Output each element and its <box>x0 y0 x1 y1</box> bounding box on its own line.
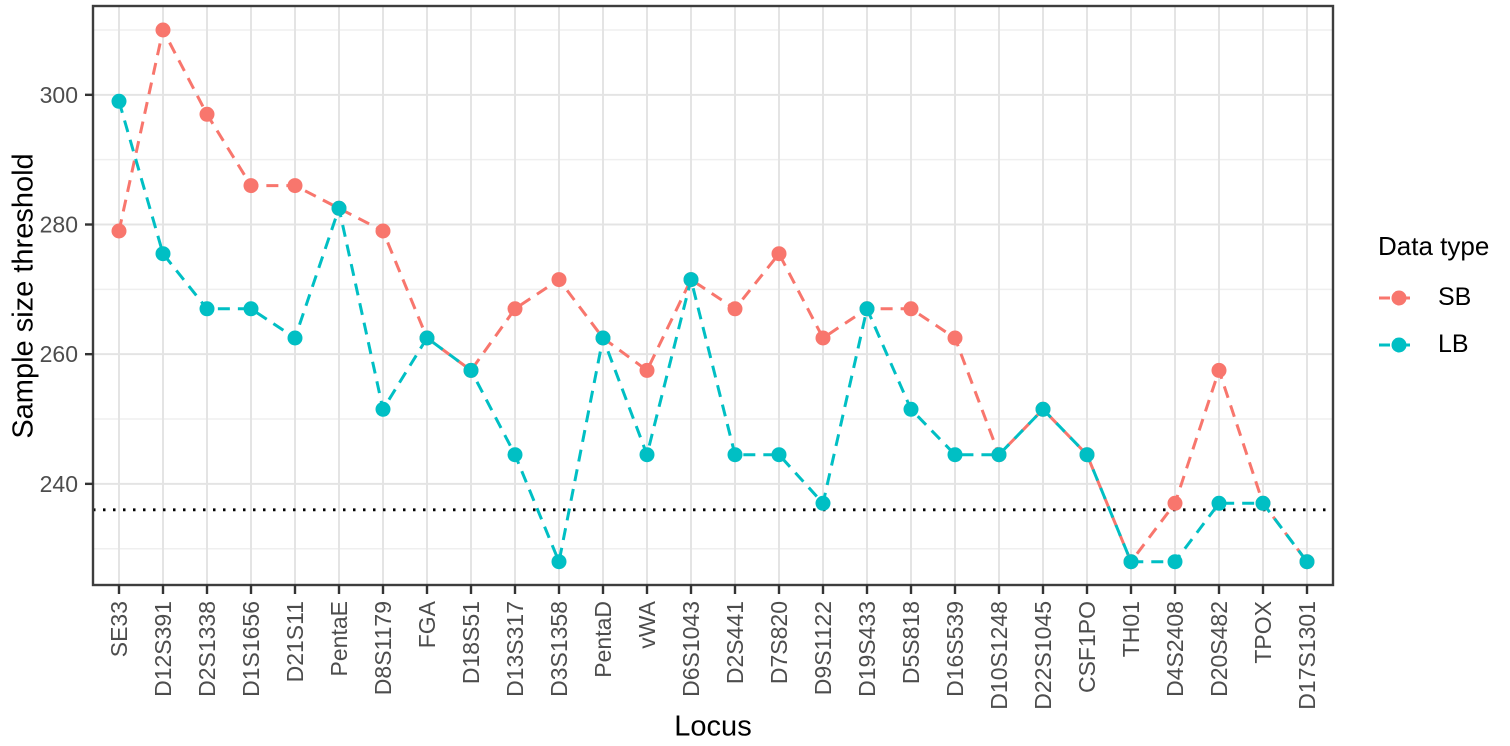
point-lb-D13S317 <box>507 447 523 463</box>
legend: Data type SB LB <box>1378 231 1489 368</box>
point-lb-D7S820 <box>771 447 787 463</box>
x-tick-label: D3S1358 <box>546 601 572 697</box>
point-lb-D21S11 <box>287 330 303 346</box>
y-axis-title: Sample size threshold <box>7 153 40 439</box>
point-lb-TH01 <box>1123 554 1139 570</box>
x-tick-label: D8S1179 <box>370 601 396 695</box>
point-lb-SE33 <box>111 93 127 109</box>
point-lb-D16S539 <box>947 447 963 463</box>
series-line-sb <box>117 25 1309 565</box>
legend-entries: SB LB <box>1378 274 1489 368</box>
legend-entry-sb: SB <box>1378 274 1489 321</box>
point-lb-D5S818 <box>903 401 919 417</box>
x-tick-label: PentaD <box>590 601 616 678</box>
point-sb-D21S11 <box>287 178 303 194</box>
x-tick-label: D2S1338 <box>194 601 220 697</box>
x-tick-label: TPOX <box>1250 601 1276 664</box>
legend-title: Data type <box>1378 231 1490 261</box>
y-tick-label: 280 <box>40 212 78 238</box>
x-tick-label: FGA <box>414 600 440 648</box>
point-lb-D22S1045 <box>1035 401 1051 417</box>
x-tick-label: D4S2408 <box>1162 601 1188 697</box>
x-tick-label: D7S820 <box>766 601 792 684</box>
x-tick-label: D6S1043 <box>678 601 704 697</box>
point-lb-PentaD <box>595 330 611 346</box>
point-lb-D10S1248 <box>991 447 1007 463</box>
point-sb-D7S820 <box>771 246 787 262</box>
point-sb-D13S317 <box>507 301 523 317</box>
x-tick-label: SE33 <box>106 601 132 657</box>
point-lb-D1S1656 <box>243 301 259 317</box>
x-tick-label: PentaE <box>326 601 352 676</box>
y-tick-label: 300 <box>40 82 78 108</box>
y-tick-label: 260 <box>40 341 78 367</box>
point-lb-D17S1301 <box>1299 554 1315 570</box>
point-sb-D12S391 <box>155 22 171 38</box>
point-sb-SE33 <box>111 223 127 239</box>
point-lb-D3S1358 <box>551 554 567 570</box>
point-lb-D2S441 <box>727 447 743 463</box>
point-sb-vWA <box>639 362 655 378</box>
x-tick-label: D13S317 <box>502 601 528 697</box>
x-tick-label: D1S1656 <box>238 601 264 697</box>
point-sb-D2S1338 <box>199 106 215 122</box>
legend-label-lb: LB <box>1438 330 1469 358</box>
x-tick-label: D5S818 <box>898 601 924 684</box>
x-tick-label: D2S441 <box>722 601 748 684</box>
point-lb-PentaE <box>331 200 347 216</box>
point-lb-D8S1179 <box>375 401 391 417</box>
legend-key-icon <box>1379 290 1419 305</box>
x-tick-label: TH01 <box>1118 601 1144 657</box>
point-lb-vWA <box>639 447 655 463</box>
point-sb-D2S441 <box>727 301 743 317</box>
x-tick-label: CSF1PO <box>1074 601 1100 693</box>
point-lb-D2S1338 <box>199 301 215 317</box>
x-tick-label: D9S1122 <box>810 601 836 695</box>
point-sb-D1S1656 <box>243 178 259 194</box>
x-tick-label: D16S539 <box>942 601 968 697</box>
x-tick-label: vWA <box>634 600 660 648</box>
point-sb-D4S2408 <box>1167 495 1183 511</box>
point-lb-D6S1043 <box>683 272 699 288</box>
x-tick-label: D19S433 <box>854 601 880 697</box>
point-sb-D8S1179 <box>375 223 391 239</box>
point-sb-D20S482 <box>1211 362 1227 378</box>
point-sb-D3S1358 <box>551 272 567 288</box>
x-tick-label: D21S11 <box>282 601 308 682</box>
x-tick-label: D12S391 <box>150 601 176 697</box>
point-sb-D9S1122 <box>815 330 831 346</box>
legend-key-point <box>1391 337 1407 352</box>
point-lb-D4S2408 <box>1167 554 1183 570</box>
x-tick-label: D18S51 <box>458 601 484 684</box>
point-lb-D18S51 <box>463 362 479 378</box>
legend-entry-lb: LB <box>1378 321 1489 368</box>
legend-key-point <box>1391 290 1407 305</box>
point-lb-D20S482 <box>1211 495 1227 511</box>
x-tick-label: D17S1301 <box>1294 601 1320 710</box>
legend-label-sb: SB <box>1438 283 1472 311</box>
x-axis-title: Locus <box>674 710 752 743</box>
x-tick-label: D10S1248 <box>986 601 1012 710</box>
point-sb-D16S539 <box>947 330 963 346</box>
legend-key-icon <box>1379 337 1419 352</box>
x-tick-label: D20S482 <box>1206 601 1232 697</box>
y-tick-label: 240 <box>40 471 78 497</box>
point-lb-D9S1122 <box>815 495 831 511</box>
x-tick-label: D22S1045 <box>1030 601 1056 710</box>
point-lb-D12S391 <box>155 246 171 262</box>
panel-border <box>91 4 1335 587</box>
point-lb-TPOX <box>1255 495 1271 511</box>
point-lb-FGA <box>419 330 435 346</box>
point-lb-CSF1PO <box>1079 447 1095 463</box>
point-lb-D19S433 <box>859 301 875 317</box>
point-sb-D5S818 <box>903 301 919 317</box>
series-line-lb <box>117 100 1309 567</box>
